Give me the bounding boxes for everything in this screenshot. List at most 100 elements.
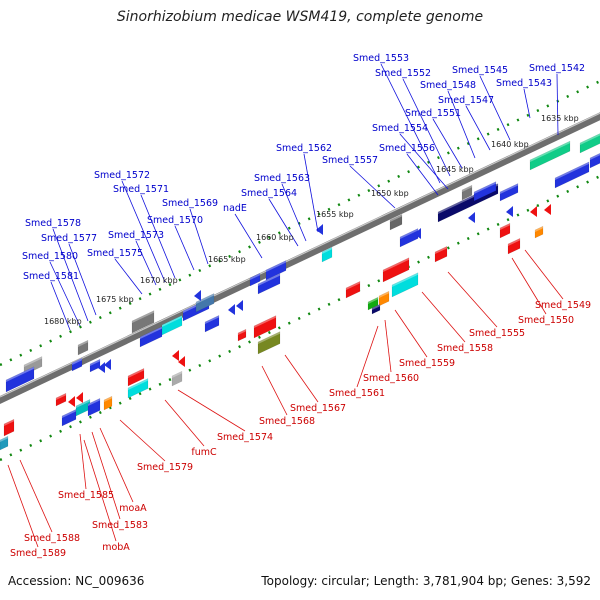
reverse-leader-line — [99, 427, 134, 503]
reverse-gene-label: Smed_1589 — [10, 548, 66, 559]
reverse-gene-label: Smed_1549 — [535, 300, 591, 311]
reverse-gene-label: fumC — [191, 447, 217, 458]
gene-glyph-shade — [258, 273, 280, 286]
gene-glyph-shade — [132, 310, 154, 323]
forward-leader-line — [49, 261, 81, 327]
reverse-leader-line — [384, 319, 392, 373]
gene-glyph — [237, 328, 247, 342]
gene-glyph-shade — [500, 223, 510, 230]
gene-glyph — [434, 245, 448, 263]
forward-gene-label: Smed_1554 — [372, 123, 428, 134]
reverse-gene-label: Smed_1585 — [58, 490, 114, 501]
gene-glyph-shade — [90, 359, 100, 366]
forward-gene-label: Smed_1575 — [87, 248, 143, 259]
gene-glyph-shade — [88, 398, 100, 406]
gene-glyph — [127, 368, 145, 387]
backbone-band — [0, 112, 600, 404]
reverse-leader-line — [511, 257, 547, 315]
gene-glyph-shade — [379, 291, 389, 298]
gene-glyph-shade — [0, 436, 8, 442]
gene-arrowhead — [236, 300, 243, 311]
gene-arrowhead — [468, 212, 475, 223]
gene-glyph-shade — [205, 315, 219, 324]
gene-glyph — [507, 237, 521, 255]
forward-leader-line — [556, 73, 559, 136]
forward-gene-label: Smed_1572 — [94, 170, 150, 181]
reverse-gene-label: moaA — [119, 503, 147, 514]
scale-label: 1675 kbp — [96, 295, 134, 304]
gene-glyph-shade — [580, 133, 600, 145]
reverse-leader-line — [91, 431, 121, 520]
reverse-leader-line — [83, 439, 117, 542]
gene-glyph-shade — [6, 366, 34, 382]
gene-glyph — [3, 418, 15, 437]
gene-glyph — [139, 326, 163, 348]
forward-leader-line — [465, 105, 491, 151]
upper-dotted-line — [0, 80, 600, 367]
forward-leader-line — [114, 258, 143, 295]
gene-glyph — [249, 272, 261, 287]
reverse-gene-label: Smed_1561 — [329, 388, 385, 399]
gene-glyph — [321, 246, 333, 263]
genome-backbone — [0, 112, 600, 404]
scale-label: 1665 kbp — [208, 255, 246, 264]
gene-glyph-shade — [24, 356, 42, 367]
gene-glyph — [371, 303, 381, 315]
scale-label: 1660 kbp — [256, 233, 294, 242]
gene-glyph-shade — [435, 246, 447, 254]
forward-gene-label: Smed_1552 — [375, 68, 431, 79]
gene-glyph — [499, 183, 519, 202]
reverse-leader-line — [7, 464, 39, 548]
forward-leader-line — [135, 240, 157, 286]
forward-leader-line — [121, 180, 166, 283]
gene-glyph — [55, 392, 67, 407]
forward-gene-label: Smed_1564 — [241, 188, 297, 199]
gene-glyph-shade — [250, 273, 260, 280]
gene-glyph — [131, 310, 155, 334]
gene-arrowhead — [98, 362, 105, 373]
gene-glyph — [171, 370, 183, 387]
gene-features — [0, 133, 600, 451]
scale-label: 1670 kbp — [140, 276, 178, 285]
forward-leader-line — [399, 133, 449, 190]
gene-glyph — [0, 435, 9, 451]
gene-glyph-shade — [128, 378, 148, 390]
gene-glyph-shade — [196, 293, 214, 304]
gene-glyph — [103, 395, 113, 411]
forward-leader-line — [406, 153, 439, 196]
forward-leader-line — [50, 281, 71, 331]
gene-glyph-shade — [392, 272, 418, 287]
forward-gene-label: Smed_1569 — [162, 198, 218, 209]
reverse-gene-label: Smed_1558 — [437, 343, 493, 354]
forward-leader-line — [349, 165, 396, 209]
forward-gene-label: Smed_1556 — [379, 143, 435, 154]
forward-gene-label: Smed_1580 — [22, 251, 78, 262]
gene-glyph-shade — [555, 161, 589, 180]
gene-glyph-shade — [530, 141, 570, 162]
scale-label: 1645 kbp — [436, 165, 474, 174]
reverse-gene-labels: Smed_1549 Smed_1550 Smed_1555 Smed_1558 Smed… — [10, 300, 591, 559]
reverse-gene-label: Smed_1579 — [137, 462, 193, 473]
reverse-leader-line — [261, 365, 288, 416]
gene-arrowhead — [172, 350, 179, 361]
reverse-gene-label: Smed_1560 — [363, 373, 419, 384]
forward-leader-line — [281, 183, 307, 242]
forward-leader-line — [523, 88, 531, 119]
reverse-leader-line — [177, 389, 246, 432]
forward-gene-label: Smed_1557 — [322, 155, 378, 166]
forward-gene-label: Smed_1573 — [108, 230, 164, 241]
forward-gene-label: nadE — [223, 203, 247, 214]
forward-gene-label: Smed_1548 — [420, 80, 476, 91]
scale-label: 1680 kbp — [44, 317, 82, 326]
gene-glyph — [127, 378, 149, 399]
scale-label: 1650 kbp — [371, 189, 409, 198]
forward-gene-label: Smed_1547 — [438, 95, 494, 106]
reverse-gene-label: mobA — [102, 542, 130, 553]
reverse-leader-line — [284, 354, 319, 403]
gene-glyph — [391, 272, 419, 298]
reverse-gene-label: Smed_1567 — [290, 403, 346, 414]
reverse-gene-label: Smed_1568 — [259, 416, 315, 427]
gene-glyph-shade — [400, 228, 418, 239]
gene-glyph-shade — [535, 226, 543, 232]
